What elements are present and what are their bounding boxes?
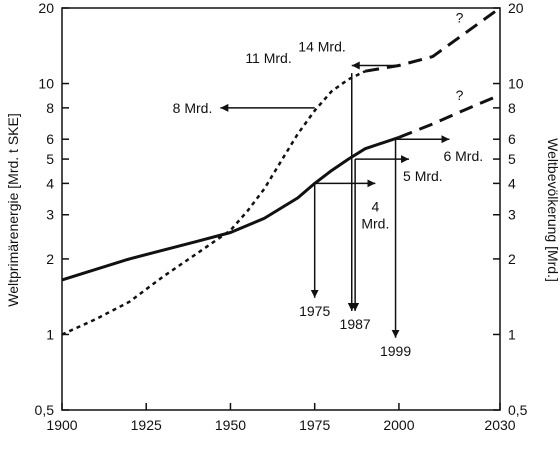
series-line-solid	[61, 135, 400, 282]
series-line-dashed	[398, 93, 501, 139]
series-line-dotted	[61, 70, 366, 336]
y-tick-label-right: 20	[508, 0, 524, 16]
y-tick-label-right: 1	[508, 326, 516, 342]
y-tick-label-right: 6	[508, 131, 516, 147]
question-mark: ?	[456, 10, 464, 26]
y-tick-label-left: 1	[46, 326, 54, 342]
x-tick-label: 2000	[383, 417, 414, 433]
y-tick-label-right: 5	[508, 151, 516, 167]
ann-8-mrd-label: 8 Mrd.	[173, 100, 213, 116]
x-tick-label: 1950	[215, 417, 246, 433]
y-axis-right-title: Weltbevölkerung [Mrd.]	[545, 138, 560, 282]
y-tick-label-left: 5	[46, 151, 54, 167]
y-tick-label-left: 4	[46, 175, 54, 191]
y-tick-label-right: 10	[508, 76, 524, 92]
ann-4-mrd-label: 4 Mrd.	[361, 198, 389, 231]
y-tick-label-left: 3	[46, 207, 54, 223]
y-tick-label-left: 8	[46, 100, 54, 116]
y-tick-label-left: 10	[38, 76, 54, 92]
y-tick-label-right: 2	[508, 251, 516, 267]
y-tick-label-left: 6	[46, 131, 54, 147]
ann-11-mrd-label: 11 Mrd.	[245, 50, 291, 66]
x-tick-label: 2030	[484, 417, 515, 433]
ann-6-mrd-label: 6 Mrd.	[443, 148, 483, 164]
y-tick-label-left: 20	[38, 0, 54, 16]
ann-5-mrd-year-label: 1987	[340, 316, 371, 332]
ann-4-mrd-year-label: 1975	[299, 303, 330, 319]
series-lines	[61, 6, 501, 336]
series-line-dashed	[364, 6, 501, 73]
y-axis-left-title: Weltprimärenergie [Mrd. t SKE]	[5, 113, 21, 306]
plot-frame	[61, 7, 501, 411]
y-tick-label-left: 2	[46, 251, 54, 267]
y-tick-label-right: 4	[508, 175, 516, 191]
x-tick-label: 1975	[299, 417, 330, 433]
y-tick-label-right: 3	[508, 207, 516, 223]
annotations: 1975 1987 1999 4 Mrd. 5 Mrd.6 Mrd. 8 Mrd. 11 Mr…	[173, 10, 483, 359]
x-tick-label: 1900	[46, 417, 77, 433]
ann-14-mrd-label: 14 Mrd.	[298, 38, 345, 54]
x-tick-label: 1925	[131, 417, 162, 433]
y-tick-label-left: 0,5	[35, 402, 55, 418]
y-tick-label-right: 8	[508, 100, 516, 116]
ann-6-mrd-year-label: 1999	[380, 343, 411, 359]
question-mark: ?	[456, 87, 464, 103]
ann-5-mrd-label: 5 Mrd.	[403, 168, 443, 184]
y-tick-label-right: 0,5	[508, 402, 528, 418]
